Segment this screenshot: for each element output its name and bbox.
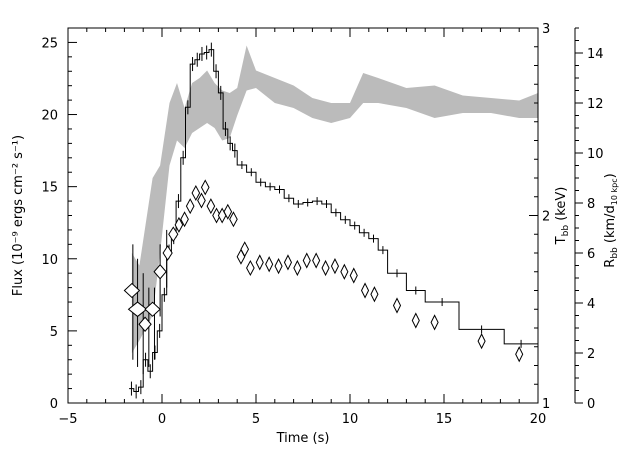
x-tick-label: 20 [530, 412, 547, 427]
temperature-diamond-layer [123, 179, 524, 363]
temperature-diamond [240, 241, 250, 258]
y3-tick-label: 2 [587, 347, 595, 362]
temperature-diamond [153, 263, 167, 280]
temperature-diamond [162, 245, 173, 261]
flux-histogram-layer [129, 42, 538, 399]
temperature-diamond [255, 254, 264, 271]
temperature-diamond [370, 286, 379, 303]
temperature-diamond [246, 259, 255, 277]
plot-frame [67, 27, 539, 404]
y3-tick-label: 4 [587, 297, 595, 312]
y2-tick-label: 3 [542, 22, 550, 37]
temperature-diamond [123, 282, 141, 299]
y3-axis-label-sub: bb [610, 247, 620, 259]
y3-tick-label: 0 [587, 397, 595, 412]
temperature-diamond [206, 198, 216, 215]
y3-axis-label-close: ) [603, 173, 618, 178]
temperature-diamond [392, 297, 402, 314]
temperature-diamond [223, 203, 233, 220]
x-tick-label: 15 [436, 412, 453, 427]
temperature-diamond [191, 184, 201, 202]
y3-tick-label: 10 [587, 147, 604, 162]
temperature-diamond [430, 314, 439, 331]
temperature-diamond [168, 226, 179, 243]
y-tick-label: 25 [41, 36, 58, 51]
y2-axis-label-sub: bb [561, 225, 571, 237]
y2-axis-label-unit: (keV) [554, 187, 569, 225]
temperature-diamond [274, 258, 283, 275]
temperature-diamond [411, 312, 420, 329]
temperature-diamond [138, 316, 152, 333]
y2-tick-label: 1 [542, 397, 550, 412]
temperature-diamond [293, 259, 302, 277]
radius-band-layer [131, 45, 538, 353]
y3-tick-label: 14 [587, 47, 604, 62]
temperature-diamond [340, 263, 349, 280]
temperature-diamond [302, 252, 311, 269]
temperature-diamond [180, 211, 189, 228]
temperature-diamond [200, 179, 210, 196]
x-axis-label: Time (s) [276, 431, 330, 446]
y3-axis-label-unit: (km/d [603, 205, 618, 247]
temperature-diamond [283, 254, 293, 271]
temperature-diamond [349, 267, 358, 284]
temperature-diamond [321, 259, 330, 277]
y-tick-label: 0 [50, 397, 58, 412]
temperature-diamond [185, 198, 195, 215]
x-tick-label: 10 [342, 412, 359, 427]
y-axis-label: Flux (10⁻⁹ ergs cm⁻² s⁻¹) [11, 135, 26, 296]
y3-axis-label: Rbb (km/d10 kpc) [603, 173, 620, 267]
temperature-diamond [477, 333, 486, 350]
temperature-diamond [312, 252, 321, 269]
temperature-diamond [144, 301, 161, 317]
temperature-diamond [515, 346, 524, 363]
x-tick-label: 0 [158, 412, 166, 427]
temperature-diamond [229, 211, 238, 228]
y-tick-label: 5 [50, 325, 58, 340]
y-tick-label: 10 [41, 253, 58, 268]
y3-axis-label-unit-sub: 10 kpc [610, 178, 619, 205]
y2-axis-label-main: T [554, 236, 569, 245]
y-tick-label: 15 [41, 181, 58, 196]
x-tick-label: −5 [58, 412, 77, 427]
temperature-diamond [174, 216, 184, 233]
temperature-diamond [330, 258, 340, 275]
temperature-diamond [360, 282, 370, 299]
axes-layer [67, 27, 576, 404]
radius-band [131, 45, 538, 353]
x-tick-label: 5 [252, 412, 260, 427]
temperature-diamond [197, 192, 206, 209]
y3-tick-label: 8 [587, 197, 595, 212]
y2-axis-label: Tbb (keV) [554, 187, 571, 246]
y-tick-label: 20 [41, 109, 58, 124]
temperature-diamond [265, 256, 274, 273]
y3-tick-label: 6 [587, 247, 595, 262]
y2-tick-label: 2 [542, 210, 550, 225]
y3-tick-label: 12 [587, 97, 604, 112]
y3-axis-label-main: R [603, 259, 618, 268]
